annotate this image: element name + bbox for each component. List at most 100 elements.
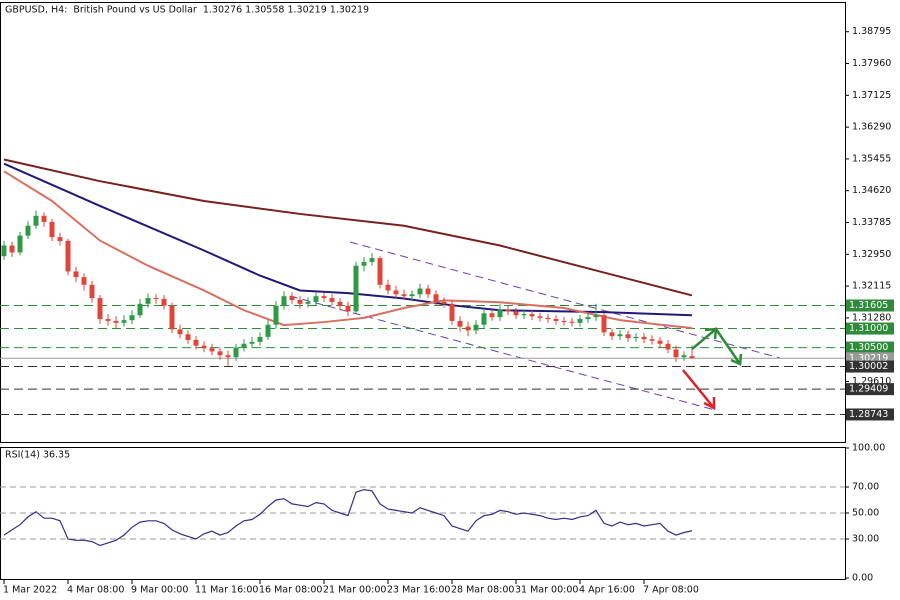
candle-body (73, 271, 79, 278)
candle-body (225, 355, 231, 358)
candle-body (305, 301, 311, 304)
y-tick-label: 100.00 (852, 443, 885, 454)
candle-body (625, 334, 631, 339)
candle-body (689, 356, 695, 359)
candle-body (409, 294, 415, 297)
candle-body (97, 298, 103, 320)
level-box (846, 360, 894, 373)
candle-body (33, 215, 39, 226)
candle-body (321, 296, 327, 299)
candle-body (137, 303, 143, 316)
candle-body (569, 321, 575, 323)
candle-body (209, 348, 215, 352)
candle-body (385, 284, 391, 291)
x-tick-label: 28 Mar 08:00 (451, 585, 514, 596)
x-tick-label: 21 Mar 00:00 (323, 585, 386, 596)
candle-body (665, 343, 671, 350)
candle-body (649, 339, 655, 341)
candle-body (113, 320, 119, 323)
candle-body (457, 320, 463, 327)
candle-body (345, 305, 351, 312)
candle-body (241, 343, 247, 348)
candle-body (217, 351, 223, 356)
x-tick-label: 4 Apr 16:00 (579, 585, 635, 596)
candle-body (417, 288, 423, 295)
candle-body (673, 349, 679, 358)
level-label: 1.30002 (849, 361, 888, 372)
candle-body (449, 303, 455, 321)
candle-body (249, 341, 255, 344)
y-tick-label: 0.00 (852, 573, 873, 584)
x-tick-label: 7 Apr 08:00 (643, 585, 699, 596)
candle-body (481, 313, 487, 325)
candle-body (9, 245, 15, 253)
channel (289, 241, 781, 411)
y-tick-label: 1.35455 (852, 153, 891, 164)
candle-body (425, 288, 431, 295)
candle-body (681, 355, 687, 358)
candle-body (273, 305, 279, 325)
candle-body (49, 221, 55, 238)
candle-body (441, 301, 447, 304)
x-tick-label: 11 Mar 16:00 (195, 585, 258, 596)
level-box (846, 408, 894, 421)
candle-body (593, 315, 599, 318)
chart-title: GBPUSD, H4: British Pound vs US Dollar 1… (5, 5, 369, 16)
y-tick-label: 1.36290 (852, 122, 891, 133)
candle-body (633, 336, 639, 339)
x-tick-label: 4 Mar 08:00 (67, 585, 124, 596)
x-tick-label: 9 Mar 00:00 (131, 585, 188, 596)
main-panel (0, 2, 846, 443)
candle-body (337, 301, 343, 306)
candle-body (185, 334, 191, 340)
candle-body (585, 317, 591, 320)
candle-body (433, 294, 439, 302)
candle-body (361, 261, 367, 266)
y-tick-label: 1.38795 (852, 26, 891, 37)
candle-body (233, 347, 239, 358)
candle-body (465, 326, 471, 331)
candle-body (145, 298, 151, 304)
x-tick-label: 16 Mar 08:00 (259, 585, 322, 596)
rsi-title: RSI(14) 36.35 (5, 450, 70, 461)
candle-body (401, 294, 407, 297)
candle-body (313, 296, 319, 302)
candle-body (297, 299, 303, 304)
arrow-head (704, 327, 718, 340)
bear-arrow (682, 369, 715, 409)
level-box (846, 383, 894, 396)
level-label: 1.28743 (849, 409, 888, 420)
y-tick-label: 50.00 (852, 508, 879, 519)
candle-body (529, 314, 535, 317)
candle-body (489, 313, 495, 318)
candle-body (129, 315, 135, 321)
candle-body (17, 235, 23, 253)
candle-body (513, 311, 519, 316)
candle-body (617, 334, 623, 337)
candle-body (201, 345, 207, 349)
level-box (846, 322, 894, 335)
x-tick-label: 23 Mar 16:00 (387, 585, 450, 596)
candle-body (657, 340, 663, 344)
candle-body (1, 245, 7, 257)
level-box (846, 299, 894, 312)
plot (0, 158, 845, 547)
candle-body (641, 336, 647, 340)
candle-body (177, 329, 183, 335)
candle-body (41, 215, 47, 222)
level-box (846, 341, 894, 354)
candle-body (169, 305, 175, 330)
candle-body (601, 315, 607, 333)
y-tick-label: 30.00 (852, 534, 879, 545)
candle-body (105, 319, 111, 321)
candle-body (161, 298, 167, 306)
candle-body (505, 309, 511, 312)
y-tick-label: 1.32950 (852, 249, 891, 260)
candle-body (257, 336, 263, 342)
level-label: 1.31605 (849, 300, 888, 311)
y-tick-label: 1.31280 (852, 312, 891, 323)
candle-body (553, 319, 559, 321)
rsi-line (3, 488, 693, 547)
level-label: 1.29409 (849, 384, 888, 395)
y-tick-label: 1.29610 (852, 376, 891, 387)
